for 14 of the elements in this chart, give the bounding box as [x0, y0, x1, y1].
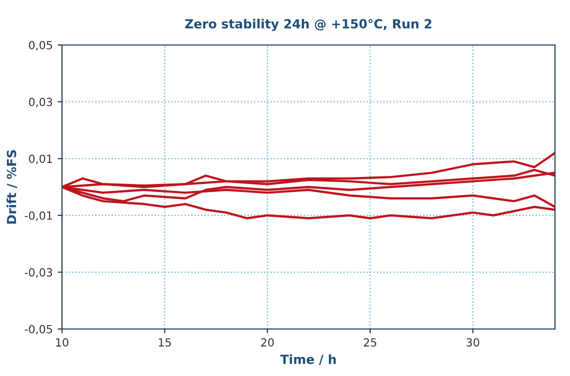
y-axis-title: Drift / %FS	[6, 150, 18, 224]
y-tick-label: 0,03	[28, 98, 52, 108]
x-tick-label: 20	[261, 338, 274, 347]
x-tick-label: 25	[364, 338, 376, 347]
y-tick-label: -0,01	[24, 211, 52, 221]
y-tick-label: 0,01	[28, 154, 52, 164]
y-tick-label: 0,05	[28, 40, 52, 51]
x-tick-label: 30	[466, 338, 480, 347]
x-tick-label: 15	[158, 338, 171, 347]
chart-title: Zero stability 24h @ +150°C, Run 2	[185, 18, 432, 32]
x-axis-title: Time / h	[280, 354, 336, 365]
y-tick-label: -0,03	[24, 268, 52, 278]
x-tick-label: 10	[56, 338, 68, 347]
y-tick-label: -0,05	[24, 324, 52, 335]
